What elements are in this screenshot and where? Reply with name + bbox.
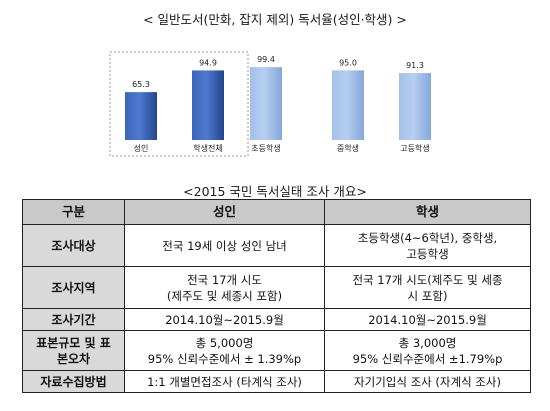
bar-value-label: 94.9 [199,58,217,67]
student-cell: 전국 17개 시도(제주도 및 세종 시 포함) [324,266,531,309]
row-label: 조사지역 [22,266,125,309]
survey-overview-table: 구분 성인 학생 조사대상 전국 19세 이상 성인 남녀 초등학생(4~6학년… [22,199,531,393]
table-row: 조사기간 2014.10월~2015.9월 2014.10월~2015.9월 [22,308,531,331]
adult-cell: 총 5,000명 95% 신뢰수준에서 ± 1.39%p [124,330,325,371]
adult-cell: 전국 17개 시도 (제주도 및 세종시 포함) [124,266,325,309]
adult-cell: 전국 19세 이상 성인 남녀 [124,224,325,267]
header-adult: 성인 [124,199,325,225]
row-label: 조사기간 [22,308,125,331]
student-cell: 자기기입식 조사 (자계식 조사) [324,370,531,393]
bar-1 [125,92,157,140]
header-category: 구분 [22,199,125,225]
highlight-box [109,51,249,157]
student-cell: 총 3,000명 95% 신뢰수준에서 ±1.79%p [324,330,531,371]
category-label: 중학생 [337,143,359,153]
row-label: 조사대상 [22,224,125,267]
row-label: 표본규모 및 표 본오차 [22,330,125,371]
row-label: 자료수집방법 [22,370,125,393]
bar-value-label: 91.3 [406,61,424,70]
bar-chart: 65.3 성인 94.9 학생전체 99.4 초등학생 95.0 중학생 91.3 고등학생 [109,51,431,157]
category-label: 고등학생 [400,143,429,153]
student-cell: 초등학생(4~6학년), 중학생, 고등학생 [324,224,531,267]
header-student: 학생 [324,199,531,225]
adult-cell: 2014.10월~2015.9월 [124,308,325,331]
bar-value-label: 95.0 [339,58,357,67]
category-label: 성인 [134,143,149,153]
bar-value-label: 99.4 [257,55,275,64]
category-label: 초등학생 [251,143,280,153]
bar-4 [332,70,364,140]
bar-5 [399,73,431,140]
bar-3 [250,67,282,140]
table-title: <2015 국민 독서실태 조사 개요> [183,184,367,199]
student-cell: 2014.10월~2015.9월 [324,308,531,331]
adult-cell: 1:1 개별면접조사 (타계식 조사) [124,370,325,393]
bar-2 [192,70,224,140]
table-row: 조사지역 전국 17개 시도 (제주도 및 세종시 포함) 전국 17개 시도(… [22,266,531,309]
table-row: 조사대상 전국 19세 이상 성인 남녀 초등학생(4~6학년), 중학생, 고… [22,224,531,267]
bar-value-label: 65.3 [132,80,150,89]
chart-title: < 일반도서(만화, 잡지 제외) 독서율(성인·학생) > [143,12,407,27]
table-row: 표본규모 및 표 본오차 총 5,000명 95% 신뢰수준에서 ± 1.39%… [22,330,531,371]
category-label: 학생전체 [193,143,222,153]
table-row: 자료수집방법 1:1 개별면접조사 (타계식 조사) 자기기입식 조사 (자계식… [22,370,531,393]
table-header-row: 구분 성인 학생 [22,199,531,225]
